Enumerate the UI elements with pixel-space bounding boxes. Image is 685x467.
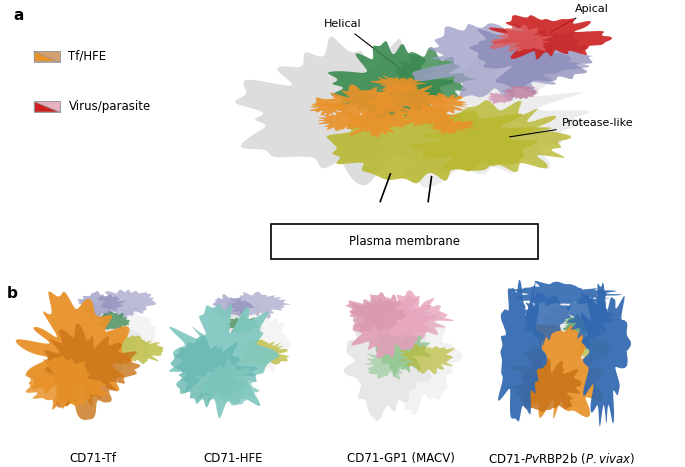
Polygon shape [486,92,514,104]
Polygon shape [581,283,631,426]
Polygon shape [16,291,133,410]
Text: Protease-like: Protease-like [510,118,634,137]
Text: Virus/parasite: Virus/parasite [68,100,151,113]
Polygon shape [364,344,410,379]
Polygon shape [192,358,259,406]
Polygon shape [524,292,571,346]
Polygon shape [409,100,571,172]
Text: Apical: Apical [551,4,609,32]
Polygon shape [229,292,292,318]
Polygon shape [412,23,590,101]
Text: b: b [7,286,18,301]
Text: CD71-GP1 (MACV): CD71-GP1 (MACV) [347,452,455,465]
FancyBboxPatch shape [271,224,538,259]
Polygon shape [395,103,462,127]
Polygon shape [34,101,60,112]
Text: CD71-HFE: CD71-HFE [203,452,262,465]
Polygon shape [385,290,453,340]
Text: Helical: Helical [324,20,409,75]
Polygon shape [77,291,125,318]
Polygon shape [34,51,60,62]
Polygon shape [26,356,108,409]
Polygon shape [346,110,411,137]
Polygon shape [349,292,438,358]
Polygon shape [399,344,455,374]
Polygon shape [99,334,164,365]
Polygon shape [571,334,612,361]
Polygon shape [365,50,590,188]
Polygon shape [469,23,593,88]
Text: Plasma membrane: Plasma membrane [349,235,460,248]
Polygon shape [395,47,477,107]
Text: CD71-$\mathit{Pv}$RBP2b ($\mathit{P. vivax}$): CD71-$\mathit{Pv}$RBP2b ($\mathit{P. viv… [488,451,635,466]
Text: CD71-Tf: CD71-Tf [69,452,116,465]
Polygon shape [77,297,140,384]
Polygon shape [345,294,406,333]
Polygon shape [34,51,60,62]
Polygon shape [227,314,260,334]
Text: Tf/HFE: Tf/HFE [68,50,107,63]
Polygon shape [235,36,496,185]
Text: a: a [14,8,24,23]
Polygon shape [344,300,432,421]
Polygon shape [327,97,551,183]
Polygon shape [503,85,538,99]
Polygon shape [240,303,291,375]
Polygon shape [498,280,547,421]
Polygon shape [508,324,605,419]
Polygon shape [108,304,158,367]
Polygon shape [511,281,621,306]
Polygon shape [432,116,478,135]
Bar [34,51,60,62]
Polygon shape [566,292,614,350]
Polygon shape [422,93,469,115]
Polygon shape [310,98,351,116]
Polygon shape [362,81,450,111]
Polygon shape [44,324,140,420]
Polygon shape [169,304,279,418]
Polygon shape [372,326,431,378]
Polygon shape [488,15,612,60]
Polygon shape [237,339,289,367]
Polygon shape [171,336,258,408]
Polygon shape [561,314,597,334]
Bar [34,101,60,112]
Polygon shape [370,75,426,94]
Polygon shape [207,301,265,385]
Polygon shape [34,101,60,112]
Polygon shape [317,109,375,131]
Polygon shape [210,294,255,317]
Polygon shape [96,290,156,318]
Polygon shape [386,306,434,329]
Polygon shape [94,311,130,330]
Polygon shape [490,25,552,52]
Polygon shape [390,310,463,415]
Polygon shape [564,311,611,377]
Polygon shape [512,354,582,412]
Polygon shape [328,41,455,121]
Polygon shape [312,85,415,120]
Polygon shape [537,299,598,374]
